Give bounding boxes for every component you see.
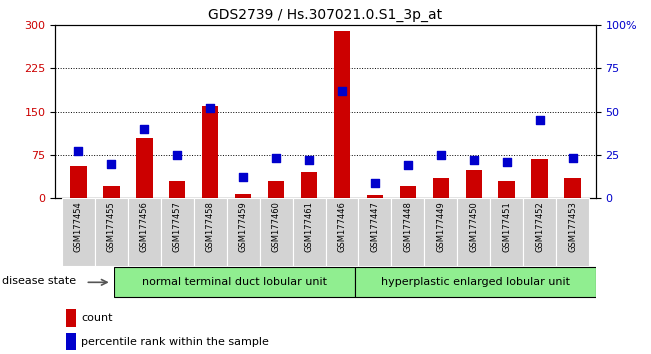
Text: count: count xyxy=(81,313,113,323)
Bar xyxy=(202,106,219,198)
Bar xyxy=(70,166,87,198)
Bar xyxy=(103,185,120,198)
Bar xyxy=(490,198,523,266)
Text: GSM177446: GSM177446 xyxy=(337,202,346,252)
Text: GSM177450: GSM177450 xyxy=(469,202,478,252)
Point xyxy=(205,105,215,111)
Text: GSM177447: GSM177447 xyxy=(370,202,380,252)
Text: normal terminal duct lobular unit: normal terminal duct lobular unit xyxy=(142,277,327,287)
Point xyxy=(568,155,578,161)
Bar xyxy=(268,181,284,198)
Bar xyxy=(391,198,424,266)
Title: GDS2739 / Hs.307021.0.S1_3p_at: GDS2739 / Hs.307021.0.S1_3p_at xyxy=(208,8,443,22)
Text: GSM177457: GSM177457 xyxy=(173,202,182,252)
Text: GSM177448: GSM177448 xyxy=(404,202,412,252)
Point xyxy=(139,126,150,132)
Bar xyxy=(128,198,161,266)
Text: GSM177453: GSM177453 xyxy=(568,202,577,252)
Text: GSM177456: GSM177456 xyxy=(140,202,149,252)
Bar xyxy=(260,198,292,266)
Bar xyxy=(301,172,317,198)
Bar xyxy=(359,198,391,266)
Bar xyxy=(424,198,457,266)
Bar xyxy=(114,267,355,297)
Bar xyxy=(457,198,490,266)
Point xyxy=(271,155,281,161)
Text: GSM177454: GSM177454 xyxy=(74,202,83,252)
Text: percentile rank within the sample: percentile rank within the sample xyxy=(81,337,269,347)
Bar xyxy=(400,185,416,198)
Bar xyxy=(326,198,359,266)
Bar xyxy=(499,181,515,198)
Point xyxy=(534,118,545,123)
Text: GSM177452: GSM177452 xyxy=(535,202,544,252)
Text: GSM177458: GSM177458 xyxy=(206,202,215,252)
Text: GSM177455: GSM177455 xyxy=(107,202,116,252)
Bar xyxy=(95,198,128,266)
Bar xyxy=(367,195,383,198)
Bar xyxy=(136,137,152,198)
Bar xyxy=(169,181,186,198)
Bar xyxy=(235,194,251,198)
Bar xyxy=(194,198,227,266)
Text: GSM177460: GSM177460 xyxy=(271,202,281,252)
Bar xyxy=(161,198,194,266)
Point xyxy=(337,88,347,93)
Bar xyxy=(531,159,548,198)
Point xyxy=(73,149,83,154)
Bar xyxy=(355,267,596,297)
Text: hyperplastic enlarged lobular unit: hyperplastic enlarged lobular unit xyxy=(381,277,570,287)
Bar xyxy=(62,198,95,266)
Text: disease state: disease state xyxy=(3,276,76,286)
Point xyxy=(469,157,479,163)
Text: GSM177461: GSM177461 xyxy=(305,202,314,252)
Point xyxy=(370,180,380,185)
Bar xyxy=(523,198,556,266)
Point xyxy=(436,152,446,158)
Point xyxy=(172,152,182,158)
Point xyxy=(238,175,248,180)
Text: GSM177451: GSM177451 xyxy=(502,202,511,252)
Bar xyxy=(556,198,589,266)
Bar xyxy=(432,178,449,198)
Point xyxy=(501,159,512,165)
Bar xyxy=(66,309,76,327)
Bar xyxy=(66,333,76,350)
Text: GSM177459: GSM177459 xyxy=(239,202,247,252)
Point xyxy=(304,157,314,163)
Point xyxy=(106,161,117,166)
Bar xyxy=(334,30,350,198)
Bar xyxy=(227,198,260,266)
Text: GSM177449: GSM177449 xyxy=(436,202,445,252)
Point xyxy=(403,162,413,168)
Bar xyxy=(292,198,326,266)
Bar xyxy=(564,178,581,198)
Bar xyxy=(465,171,482,198)
